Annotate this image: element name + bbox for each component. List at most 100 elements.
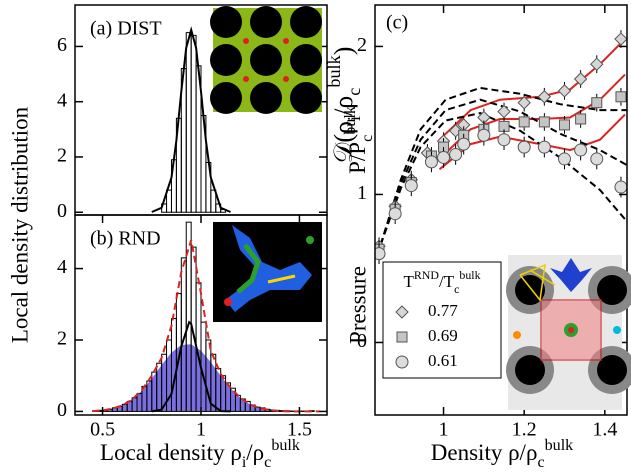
point [537, 90, 552, 104]
legend-title: TRND/Tcbulk [403, 268, 480, 296]
x-tick-label: 1 [196, 419, 206, 441]
y-tick-label: 1 [357, 182, 367, 204]
label-part: bulk [545, 437, 575, 454]
point [573, 72, 588, 86]
x-axis-title: Density ρ/ρcbulk [431, 437, 574, 471]
inset-b [213, 222, 322, 322]
point [457, 137, 471, 151]
point [437, 150, 451, 164]
x-axis-title: Local density ρi/ρcbulk [100, 437, 301, 471]
point [559, 119, 571, 131]
point [497, 133, 511, 147]
curve [151, 320, 231, 413]
x-tick-label: 1.2 [512, 419, 537, 441]
point [477, 128, 491, 142]
legend-marker [395, 305, 409, 319]
point [375, 247, 386, 261]
y-axis-title: 𝒟(ρi/ρcbulk) [324, 47, 364, 164]
point [590, 152, 604, 166]
label-part: c [537, 454, 544, 471]
label-part: ) [329, 47, 358, 56]
bar [151, 371, 158, 412]
point [517, 140, 531, 154]
label-part: RND [414, 268, 440, 282]
curve [379, 98, 627, 246]
label-part: bulk [324, 54, 344, 87]
y-axis-title: Local density distribution [7, 106, 32, 343]
bar [234, 394, 241, 412]
panel-label: (b) RND [90, 228, 161, 250]
label-part: c [454, 282, 459, 296]
bar [190, 34, 197, 213]
bar [220, 375, 227, 412]
bar [210, 189, 217, 213]
inset-c [506, 255, 631, 410]
point [575, 113, 587, 125]
label-part: c [264, 454, 271, 471]
panel [92, 221, 320, 413]
y-tick-label: 6 [57, 34, 67, 56]
inset-a [210, 6, 322, 114]
label-part: i [242, 454, 247, 471]
bar [170, 318, 177, 412]
bar [131, 397, 138, 412]
label-part: i [344, 116, 364, 121]
point [537, 140, 551, 154]
point [404, 179, 418, 193]
point [590, 57, 604, 71]
point [614, 32, 627, 46]
label-part: 𝒟(ρ [329, 121, 358, 163]
curve [92, 239, 320, 413]
point [558, 152, 572, 166]
label-part: c [359, 135, 376, 142]
insets [210, 6, 631, 410]
bar [121, 403, 128, 412]
point [424, 155, 438, 169]
point [557, 84, 572, 98]
bar [215, 368, 222, 412]
x-tick-label: 0.5 [90, 419, 115, 441]
x-tick-label: 1.4 [592, 419, 617, 441]
label-part: /ρ [246, 440, 264, 465]
legend-label: 0.69 [428, 326, 458, 345]
label-part: Density ρ/ρ [431, 440, 538, 465]
y-tick-label: 0 [57, 200, 67, 222]
label-part: bulk [459, 268, 480, 282]
point [497, 104, 511, 119]
label-part: c [344, 88, 364, 96]
legend-marker [396, 331, 408, 343]
y-tick-label: 2 [357, 34, 367, 56]
x-tick-label: 1.5 [287, 419, 312, 441]
y-axis-title: P/Pcbulk [342, 105, 376, 174]
y-tick-label: 2 [57, 145, 67, 167]
panel [375, 30, 627, 265]
point [517, 95, 531, 110]
panel-label: (a) DIST [90, 18, 162, 40]
x-tick-label: 1 [439, 419, 449, 441]
point [449, 147, 463, 161]
y-axis-title: Pressure [345, 266, 370, 344]
y-tick-label: 2 [57, 328, 67, 350]
curve [151, 26, 231, 213]
label-part: /ρ [329, 96, 358, 116]
label-part: bulk [271, 437, 301, 454]
point [591, 97, 603, 109]
point [574, 143, 588, 157]
bar [185, 32, 192, 213]
y-tick-label: 0 [57, 399, 67, 421]
point [615, 91, 627, 103]
point [518, 116, 530, 128]
panel [151, 26, 231, 213]
label-part: /T [439, 272, 455, 291]
legend-marker [395, 355, 409, 369]
label-part: bulk [342, 105, 359, 135]
point [388, 207, 402, 221]
label-part: Local density ρ [100, 440, 242, 465]
curve [379, 112, 627, 246]
label-part: P/P [345, 142, 370, 174]
legend-label: 0.77 [428, 301, 458, 320]
point [538, 116, 550, 128]
y-tick-label: 0 [357, 330, 367, 352]
y-tick-label: 4 [57, 256, 67, 278]
